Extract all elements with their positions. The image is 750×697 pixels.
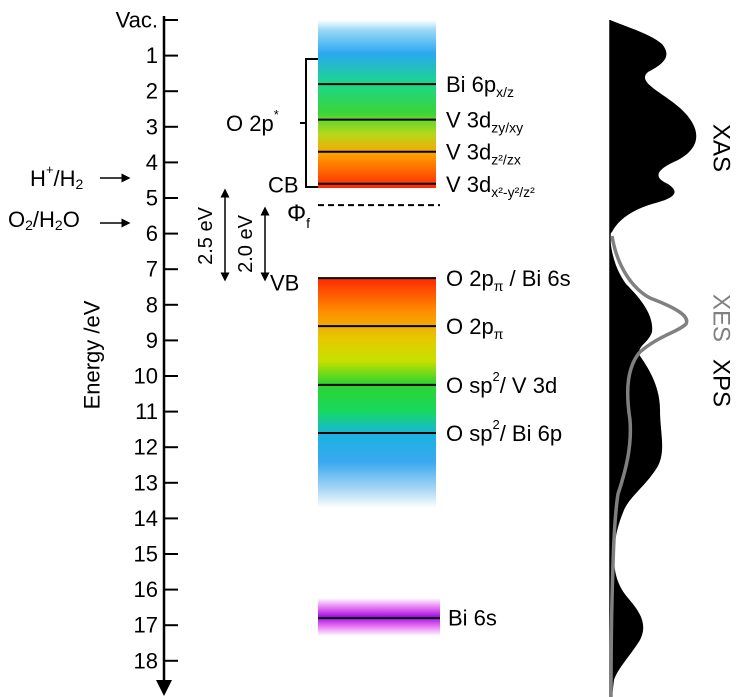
tick-label: 4: [146, 150, 158, 175]
tick-label: 6: [146, 221, 158, 246]
valence-band: O 2pπ / Bi 6s O 2pπ O sp2/ V 3d O sp2/ Bi 6…: [270, 266, 571, 508]
h-plus-h2-label: H+/H2: [30, 162, 83, 193]
tick-label: 13: [134, 470, 158, 495]
o2p-star-label: O 2p*: [226, 107, 279, 136]
xps-spectrum: [610, 238, 663, 697]
tick-label: 9: [146, 328, 158, 353]
xas-spectrum: [610, 20, 697, 234]
axis-arrow-icon: [156, 680, 172, 696]
vb-level-label: O sp2/ V 3d: [446, 368, 557, 397]
gap-label-outer: 2.5 eV: [195, 206, 217, 264]
tick-label: 15: [134, 542, 158, 567]
tick-label: 8: [146, 292, 158, 317]
xes-label: XES: [708, 294, 735, 342]
tick-label: 17: [134, 613, 158, 638]
conduction-band: Bi 6px/z V 3dzy/xy V 3dz²/zx V 3dx²-y²/z² O…: [226, 20, 535, 200]
band-gap-arrows: 2.5 eV 2.0 eV: [195, 188, 270, 282]
cb-label: CB: [268, 173, 299, 198]
vb-level-label: O sp2/ Bi 6p: [446, 416, 562, 445]
o2p-star-bracket: [305, 58, 318, 188]
tick-label: 11: [135, 399, 158, 424]
tick-label: 1: [146, 43, 158, 68]
cb-level-label: V 3dzy/xy: [446, 107, 523, 135]
xes-spectrum: [609, 235, 689, 697]
fermi-level-label: Φf: [287, 200, 310, 232]
vacuum-label: Vac.: [116, 8, 158, 33]
tick-label: 10: [134, 364, 158, 389]
cb-gradient-block: [318, 20, 436, 188]
bi6s-level: Bi 6s: [318, 598, 497, 636]
cb-level-label: V 3dz²/zx: [446, 139, 521, 168]
cb-level-label: V 3dx²-y²/z²: [446, 171, 535, 200]
xps-label: XPS: [708, 359, 735, 407]
tick-label: 14: [134, 506, 158, 531]
gap-label-inner: 2.0 eV: [235, 214, 257, 272]
cb-levels: Bi 6px/z V 3dzy/xy V 3dz²/zx V 3dx²-y²/z²: [318, 72, 535, 200]
tick-label: 5: [146, 186, 158, 211]
tick-label: 12: [134, 435, 158, 460]
vb-level-label: O 2pπ: [446, 314, 504, 343]
cb-level-label: Bi 6px/z: [446, 72, 514, 101]
tick-label: 2: [146, 79, 158, 104]
axis-title: Energy /eV: [80, 300, 105, 409]
redox-potentials: H+/H2 O2/H2O: [8, 162, 131, 234]
bi6s-gradient-block: [318, 598, 440, 636]
vb-level-label: O 2pπ / Bi 6s: [446, 266, 571, 295]
vb-label: VB: [270, 271, 299, 296]
o2-h2o-label: O2/H2O: [8, 207, 80, 234]
tick-label: 18: [134, 648, 158, 673]
vb-gradient-block: [318, 278, 436, 508]
bi6s-label: Bi 6s: [448, 606, 497, 631]
fermi-level: Φf: [287, 200, 440, 232]
spectra-panel: XAS XES XPS: [609, 20, 735, 697]
vb-levels: O 2pπ / Bi 6s O 2pπ O sp2/ V 3d O sp2/ Bi 6…: [318, 266, 571, 445]
tick-label: 16: [134, 577, 158, 602]
tick-label: 7: [146, 257, 158, 282]
xas-label: XAS: [708, 124, 735, 172]
tick-label: 3: [146, 114, 158, 139]
